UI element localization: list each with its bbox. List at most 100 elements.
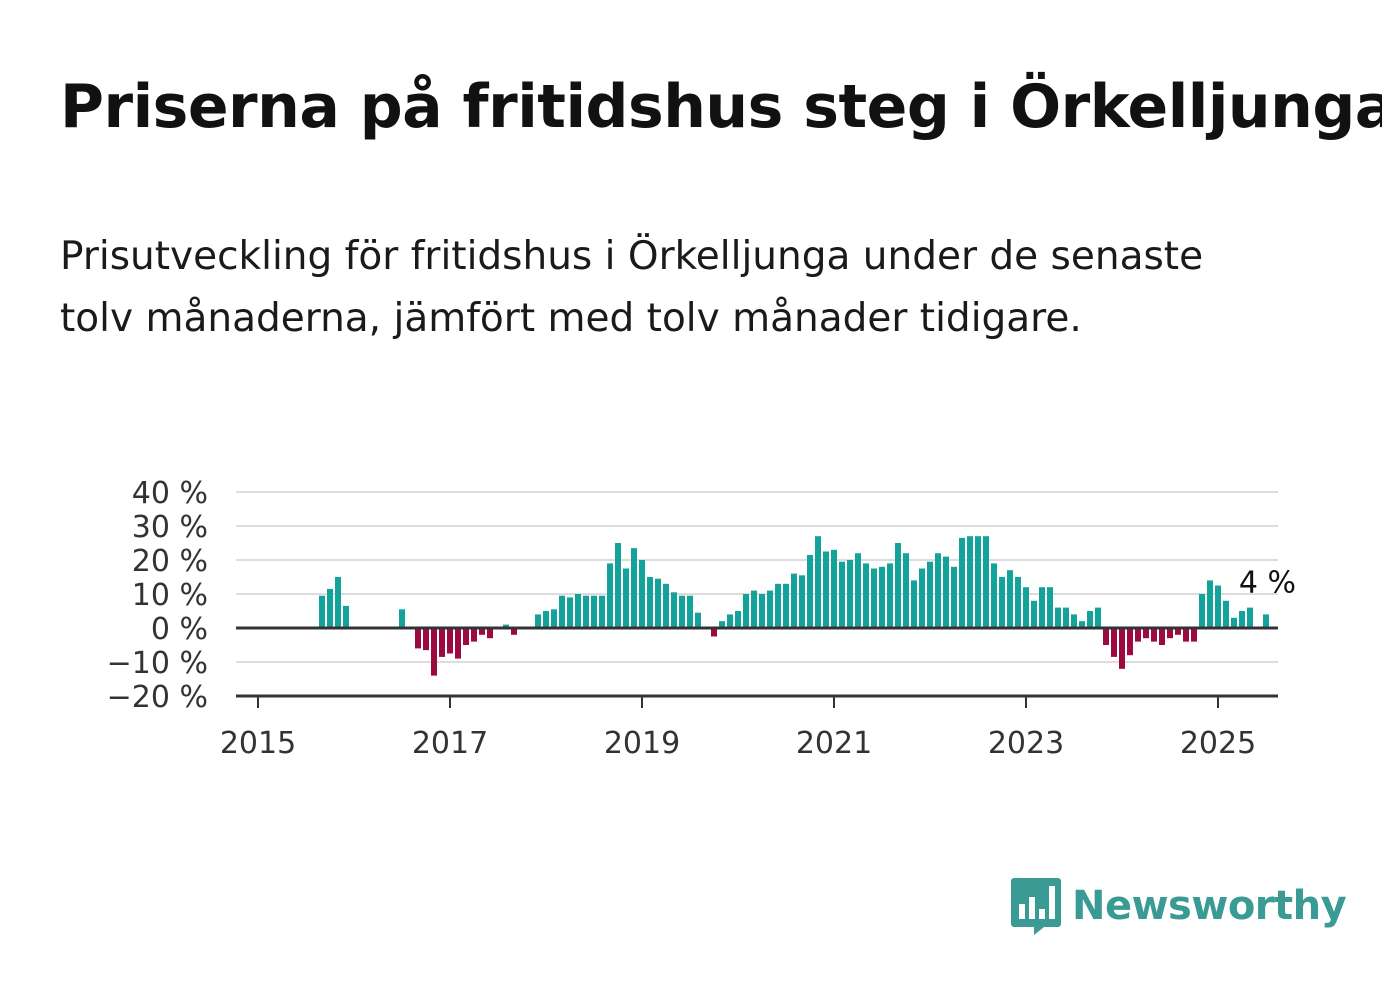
bar	[543, 611, 549, 628]
chart-title: Priserna på fritidshus steg i Örkelljung…	[60, 72, 1382, 142]
bar	[951, 566, 957, 628]
bar	[1015, 577, 1021, 628]
bar	[1191, 628, 1197, 642]
bar	[751, 590, 757, 628]
bar	[1063, 607, 1069, 628]
bar	[567, 597, 573, 628]
bar	[415, 628, 421, 649]
bar	[1159, 628, 1165, 645]
bar	[327, 588, 333, 628]
bar	[1007, 570, 1013, 628]
bar	[1087, 611, 1093, 628]
bar	[775, 583, 781, 628]
bar	[831, 549, 837, 628]
bar	[863, 563, 869, 628]
bar-chart: 40 %30 %20 %10 %0 %−10 %−20 % 2015 2017 201…	[107, 476, 1296, 761]
y-tick-label: −20 %	[107, 680, 208, 715]
bar	[871, 568, 877, 628]
bar	[575, 594, 581, 628]
y-tick-label: −10 %	[107, 646, 208, 681]
bar	[983, 536, 989, 628]
bar	[343, 605, 349, 628]
bar	[719, 621, 725, 628]
bar	[735, 611, 741, 628]
latest-value-label: 4 %	[1239, 565, 1296, 600]
bar	[511, 628, 517, 635]
y-tick-label: 20 %	[132, 544, 208, 579]
bar	[1223, 600, 1229, 628]
bar	[991, 563, 997, 628]
bar	[479, 628, 485, 635]
bar	[999, 577, 1005, 628]
bar	[743, 594, 749, 628]
x-tick-label: 2015	[220, 726, 296, 761]
bar	[895, 543, 901, 628]
bar	[423, 628, 429, 651]
bar	[903, 553, 909, 628]
bar	[559, 595, 565, 628]
bar	[1247, 607, 1253, 628]
bar-chart-speech-bubble-icon	[1011, 878, 1061, 935]
bar	[839, 561, 845, 628]
bar	[759, 594, 765, 628]
bar	[823, 551, 829, 628]
bar	[631, 548, 637, 628]
bar	[439, 628, 445, 657]
axes: 40 %30 %20 %10 %0 %−10 %−20 % 2015 2017 201…	[107, 476, 1296, 761]
bar	[879, 566, 885, 628]
y-tick-label: 10 %	[132, 578, 208, 613]
bars	[319, 536, 1269, 676]
bar	[319, 595, 325, 628]
bar	[687, 595, 693, 628]
bar	[967, 536, 973, 628]
bar	[1111, 628, 1117, 657]
bar	[1031, 600, 1037, 628]
bar	[887, 563, 893, 628]
bar	[1263, 614, 1269, 628]
bar	[911, 580, 917, 628]
bar	[727, 614, 733, 628]
x-tick-label: 2017	[412, 726, 488, 761]
bar	[855, 553, 861, 628]
bar	[335, 577, 341, 628]
bar	[807, 554, 813, 628]
bar	[663, 583, 669, 628]
y-tick-label: 30 %	[132, 510, 208, 545]
bar	[959, 537, 965, 628]
bar	[1183, 628, 1189, 642]
bar	[655, 578, 661, 628]
bar	[535, 614, 541, 628]
bar	[1207, 580, 1213, 628]
bar	[1151, 628, 1157, 642]
newsworthy-logo: Newsworthy	[1010, 876, 1347, 936]
bar	[399, 609, 405, 628]
bar	[711, 628, 717, 637]
bar	[623, 568, 629, 628]
bar	[551, 609, 557, 628]
bar	[799, 575, 805, 628]
bar	[471, 628, 477, 642]
bar	[1095, 607, 1101, 628]
bar	[847, 560, 853, 628]
bar	[935, 553, 941, 628]
bar	[1103, 628, 1109, 645]
bar	[791, 573, 797, 628]
bar	[431, 628, 437, 676]
bar	[919, 568, 925, 628]
chart-subtitle: Prisutveckling för fritidshus i Örkellju…	[60, 234, 1204, 341]
bar	[1143, 628, 1149, 639]
bar	[943, 556, 949, 628]
bar	[591, 595, 597, 628]
bar	[455, 628, 461, 659]
bar	[927, 561, 933, 628]
y-tick-label: 40 %	[132, 476, 208, 511]
x-tick-label: 2021	[796, 726, 872, 761]
bar	[1239, 611, 1245, 628]
bar	[583, 595, 589, 628]
brand-name: Newsworthy	[1072, 883, 1347, 929]
bar	[783, 583, 789, 628]
bar	[1135, 628, 1141, 642]
x-tick-label: 2023	[988, 726, 1064, 761]
x-tick-label: 2025	[1180, 726, 1256, 761]
bar	[815, 536, 821, 628]
